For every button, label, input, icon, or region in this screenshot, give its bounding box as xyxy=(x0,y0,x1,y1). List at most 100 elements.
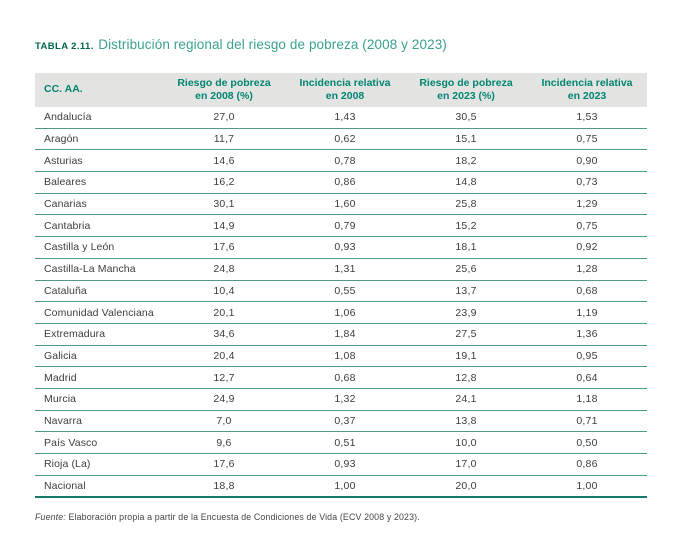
table-title: TABLA 2.11. Distribución regional del ri… xyxy=(35,36,647,54)
value-cell: 1,19 xyxy=(527,301,647,324)
value-cell: 25,6 xyxy=(405,258,527,281)
table-row: Navarra 7,0 0,37 13,8 0,71 xyxy=(35,410,647,433)
table-row: Madrid 12,7 0,68 12,8 0,64 xyxy=(35,366,647,389)
value-cell: 24,8 xyxy=(163,258,285,281)
table-number-label: TABLA 2.11. xyxy=(35,41,94,52)
region-name-cell: Cataluña xyxy=(35,280,163,303)
value-cell: 16,2 xyxy=(163,171,285,194)
value-cell: 7,0 xyxy=(163,410,285,433)
value-cell: 0,95 xyxy=(527,345,647,368)
column-header-incidencia-2008: Incidencia relativa en 2008 xyxy=(285,73,405,107)
value-cell: 20,0 xyxy=(405,475,527,499)
value-cell: 15,2 xyxy=(405,214,527,238)
value-cell: 0,73 xyxy=(527,171,647,194)
table-row: Castilla y León 17,6 0,93 18,1 0,92 xyxy=(35,236,647,259)
value-cell: 1,53 xyxy=(527,107,647,129)
value-cell: 1,31 xyxy=(285,258,405,281)
value-cell: 13,8 xyxy=(405,410,527,433)
value-cell: 30,5 xyxy=(405,107,527,129)
table-row: Andalucía 27,0 1,43 30,5 1,53 xyxy=(35,107,647,129)
value-cell: 18,8 xyxy=(163,475,285,499)
table-row: Castilla-La Mancha 24,8 1,31 25,6 1,28 xyxy=(35,258,647,281)
value-cell: 0,37 xyxy=(285,410,405,433)
value-cell: 17,6 xyxy=(163,236,285,259)
value-cell: 24,1 xyxy=(405,388,527,411)
value-cell: 34,6 xyxy=(163,323,285,346)
value-cell: 20,4 xyxy=(163,345,285,368)
table-row: Rioja (La) 17,6 0,93 17,0 0,86 xyxy=(35,453,647,476)
value-cell: 0,55 xyxy=(285,280,405,303)
column-header-incidencia-2023: Incidencia relativa en 2023 xyxy=(527,73,647,107)
value-cell: 1,36 xyxy=(527,323,647,346)
value-cell: 19,1 xyxy=(405,345,527,368)
table-row: Cantabria 14,9 0,79 15,2 0,75 xyxy=(35,214,647,238)
value-cell: 0,93 xyxy=(285,236,405,259)
table-row: Aragón 11,7 0,62 15,1 0,75 xyxy=(35,128,647,151)
region-name-cell: Comunidad Valenciana xyxy=(35,301,163,324)
region-name-cell: Aragón xyxy=(35,128,163,151)
column-header-ccaa: CC. AA. xyxy=(35,73,163,107)
value-cell: 0,62 xyxy=(285,128,405,151)
value-cell: 11,7 xyxy=(163,128,285,151)
table-row: Baleares 16,2 0,86 14,8 0,73 xyxy=(35,171,647,194)
table-row: País Vasco 9,6 0,51 10,0 0,50 xyxy=(35,431,647,454)
value-cell: 1,60 xyxy=(285,193,405,216)
value-cell: 24,9 xyxy=(163,388,285,411)
value-cell: 20,1 xyxy=(163,301,285,324)
region-name-cell: Navarra xyxy=(35,410,163,433)
poverty-risk-table: CC. AA. Riesgo de pobreza en 2008 (%) In… xyxy=(35,73,647,499)
value-cell: 0,64 xyxy=(527,366,647,389)
table-row: Nacional 18,8 1,00 20,0 1,00 xyxy=(35,475,647,499)
region-name-cell: Nacional xyxy=(35,475,163,499)
value-cell: 0,78 xyxy=(285,149,405,173)
table-row: Extremadura 34,6 1,84 27,5 1,36 xyxy=(35,323,647,346)
value-cell: 27,5 xyxy=(405,323,527,346)
table-title-text-inner: Distribución regional del riesgo de pobr… xyxy=(98,37,447,52)
table-row: Comunidad Valenciana 20,1 1,06 23,9 1,19 xyxy=(35,301,647,324)
region-name-cell: Castilla-La Mancha xyxy=(35,258,163,281)
table-row: Cataluña 10,4 0,55 13,7 0,68 xyxy=(35,280,647,303)
value-cell: 0,68 xyxy=(285,366,405,389)
value-cell: 0,68 xyxy=(527,280,647,303)
value-cell: 0,79 xyxy=(285,214,405,238)
region-name-cell: Baleares xyxy=(35,171,163,194)
source-note: Fuente: Elaboración propia a partir de l… xyxy=(35,512,647,522)
region-name-cell: Castilla y León xyxy=(35,236,163,259)
region-name-cell: Asturias xyxy=(35,149,163,173)
value-cell: 15,1 xyxy=(405,128,527,151)
value-cell: 0,86 xyxy=(527,453,647,476)
table-body: Andalucía 27,0 1,43 30,5 1,53 Aragón 11,7 0,62 1… xyxy=(35,107,647,499)
value-cell: 1,43 xyxy=(285,107,405,129)
value-cell: 1,29 xyxy=(527,193,647,216)
value-cell: 0,75 xyxy=(527,214,647,238)
value-cell: 23,9 xyxy=(405,301,527,324)
value-cell: 14,9 xyxy=(163,214,285,238)
value-cell: 25,8 xyxy=(405,193,527,216)
region-name-cell: Rioja (La) xyxy=(35,453,163,476)
value-cell: 9,6 xyxy=(163,431,285,454)
region-name-cell: Andalucía xyxy=(35,107,163,129)
source-text: Elaboración propia a partir de la Encues… xyxy=(65,512,420,523)
column-header-riesgo-2008: Riesgo de pobreza en 2008 (%) xyxy=(163,73,285,107)
value-cell: 30,1 xyxy=(163,193,285,216)
value-cell: 1,00 xyxy=(285,475,405,499)
value-cell: 14,6 xyxy=(163,149,285,173)
value-cell: 18,1 xyxy=(405,236,527,259)
value-cell: 17,0 xyxy=(405,453,527,476)
value-cell: 1,28 xyxy=(527,258,647,281)
value-cell: 10,0 xyxy=(405,431,527,454)
value-cell: 0,90 xyxy=(527,149,647,173)
value-cell: 1,00 xyxy=(527,475,647,499)
value-cell: 12,7 xyxy=(163,366,285,389)
region-name-cell: Madrid xyxy=(35,366,163,389)
region-name-cell: País Vasco xyxy=(35,431,163,454)
region-name-cell: Murcia xyxy=(35,388,163,411)
value-cell: 1,32 xyxy=(285,388,405,411)
table-header-row: CC. AA. Riesgo de pobreza en 2008 (%) In… xyxy=(35,73,647,107)
table-row: Asturias 14,6 0,78 18,2 0,90 xyxy=(35,149,647,173)
value-cell: 0,71 xyxy=(527,410,647,433)
table-row: Murcia 24,9 1,32 24,1 1,18 xyxy=(35,388,647,411)
table-title-text: Distribución regional del riesgo de pobr… xyxy=(98,37,447,52)
value-cell: 0,51 xyxy=(285,431,405,454)
table-row: Galicia 20,4 1,08 19,1 0,95 xyxy=(35,345,647,368)
